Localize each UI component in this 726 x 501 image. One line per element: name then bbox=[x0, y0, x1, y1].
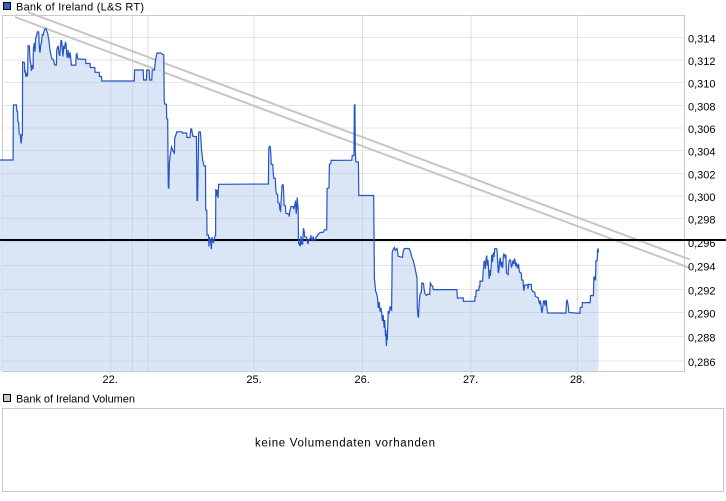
svg-text:0,304: 0,304 bbox=[688, 147, 716, 159]
svg-text:28.: 28. bbox=[570, 374, 585, 386]
svg-text:Bank of Ireland Volumen: Bank of Ireland Volumen bbox=[16, 394, 135, 406]
svg-text:27.: 27. bbox=[463, 374, 478, 386]
svg-text:0,292: 0,292 bbox=[688, 285, 716, 297]
svg-text:0,298: 0,298 bbox=[688, 215, 716, 227]
svg-text:26.: 26. bbox=[355, 374, 370, 386]
svg-text:0,288: 0,288 bbox=[688, 333, 716, 345]
svg-text:0,312: 0,312 bbox=[688, 56, 716, 68]
svg-text:0,302: 0,302 bbox=[688, 169, 716, 181]
svg-text:0,296: 0,296 bbox=[688, 238, 716, 250]
svg-text:0,300: 0,300 bbox=[688, 192, 716, 204]
svg-text:Bank of Ireland (L&S RT): Bank of Ireland (L&S RT) bbox=[16, 2, 144, 14]
svg-text:0,306: 0,306 bbox=[688, 124, 716, 136]
svg-text:0,308: 0,308 bbox=[688, 101, 716, 113]
svg-text:keine Volumendaten vorhanden: keine Volumendaten vorhanden bbox=[255, 438, 435, 450]
svg-text:0,310: 0,310 bbox=[688, 79, 716, 91]
svg-text:0,294: 0,294 bbox=[688, 262, 716, 274]
svg-text:0,286: 0,286 bbox=[688, 357, 716, 369]
svg-text:25.: 25. bbox=[246, 374, 261, 386]
svg-text:0,314: 0,314 bbox=[688, 33, 716, 45]
svg-text:0,290: 0,290 bbox=[688, 309, 716, 321]
svg-text:22.: 22. bbox=[103, 374, 118, 386]
